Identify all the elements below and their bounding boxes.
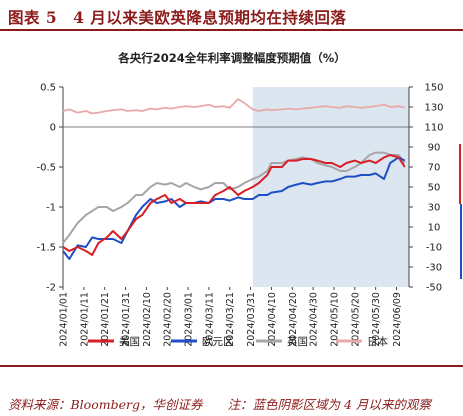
series-line-2 xyxy=(62,151,406,244)
x-tick-label: 2024/01/01 xyxy=(59,292,70,347)
x-tick-label: 2024/05/30 xyxy=(371,292,382,347)
legend-label: 美国 xyxy=(119,335,140,348)
x-tick-label: 2024/04/10 xyxy=(267,292,278,347)
series-line-0 xyxy=(62,154,406,256)
y2-tick-label: -10 xyxy=(426,243,442,254)
legend-label: 日本 xyxy=(367,335,388,348)
y2-tick-label: 70 xyxy=(428,163,441,174)
y-tick-label: -1 xyxy=(46,203,56,214)
y-tick-label: -2 xyxy=(46,283,56,294)
y2-tick-label: 110 xyxy=(424,123,443,134)
legend-label: 欧元区 xyxy=(202,336,234,348)
series-line-3 xyxy=(62,98,406,115)
y2-tick-label: -50 xyxy=(426,283,442,294)
y2-tick-label: 150 xyxy=(424,83,443,94)
y-tick-label: -0.5 xyxy=(36,163,56,174)
x-tick-label: 2024/02/20 xyxy=(163,292,174,347)
x-tick-label: 2024/03/01 xyxy=(184,292,195,347)
y-tick-label: 0.5 xyxy=(40,83,56,94)
shaded-region xyxy=(252,87,409,287)
x-tick-label: 2024/02/10 xyxy=(142,292,153,347)
x-tick-label: 2024/04/20 xyxy=(288,292,299,347)
y-tick-label: 0 xyxy=(50,123,56,134)
x-tick-label: 2024/01/21 xyxy=(100,292,111,347)
source-note: 资料来源：Bloomberg，华创证券 注：蓝色阴影区域为 4 月以来的观察 xyxy=(8,397,431,412)
title-rule xyxy=(0,29,463,31)
y2-tick-label: 90 xyxy=(428,143,441,154)
figure-title: 图表 5 4 月以来美欧英降息预期均在持续回落 xyxy=(8,8,347,27)
x-tick-label: 2024/03/21 xyxy=(225,292,236,347)
x-tick-label: 2024/01/31 xyxy=(121,292,132,347)
series-line-1 xyxy=(62,156,406,260)
x-tick-label: 2024/05/10 xyxy=(329,292,340,347)
y2-tick-label: 30 xyxy=(428,203,441,214)
y-tick-label: -1.5 xyxy=(36,243,56,254)
x-tick-label: 2024/06/09 xyxy=(392,292,403,347)
x-tick-label: 2024/03/31 xyxy=(246,292,257,347)
x-tick-label: 2024/03/11 xyxy=(204,292,215,347)
chart: 各央行2024全年利率调整幅度预期值（%） -2 -1.5 -1 -0.5 0 0.5 -50… xyxy=(36,51,462,348)
y2-tick-label: 50 xyxy=(428,183,441,194)
x-tick-label: 2024/04/30 xyxy=(309,292,320,347)
chart-title: 各央行2024全年利率调整幅度预期值（%） xyxy=(117,51,346,65)
x-tick-label: 2024/05/20 xyxy=(350,292,361,347)
y2-tick-label: 130 xyxy=(424,103,443,114)
x-tick-label: 2024/01/11 xyxy=(79,292,90,347)
source-rule xyxy=(0,365,463,367)
y2-tick-label: -30 xyxy=(426,263,442,274)
y2-tick-label: 10 xyxy=(428,223,441,234)
legend-label: 英国 xyxy=(287,335,308,348)
